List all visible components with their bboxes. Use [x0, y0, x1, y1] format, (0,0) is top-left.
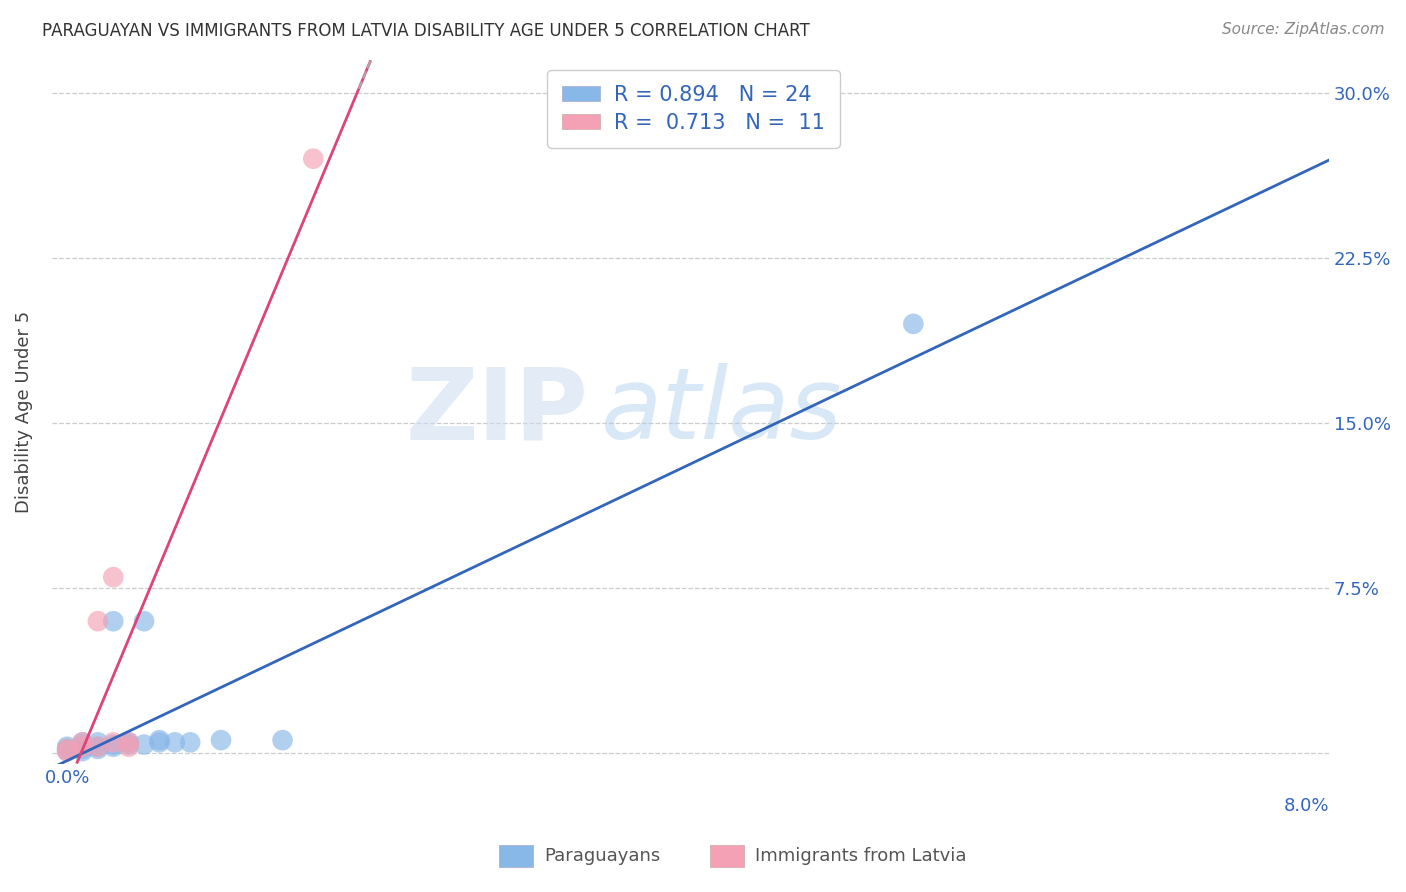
- Point: [103, 739, 125, 754]
- Text: ZIP: ZIP: [405, 363, 588, 460]
- Point: [87, 735, 110, 749]
- Point: [56, 739, 79, 754]
- Point: [103, 570, 125, 584]
- Point: [56, 742, 79, 756]
- Point: [72, 744, 94, 758]
- Point: [903, 317, 925, 331]
- Text: Immigrants from Latvia: Immigrants from Latvia: [755, 847, 966, 865]
- Point: [103, 738, 125, 752]
- Point: [118, 735, 141, 749]
- Point: [87, 742, 110, 756]
- Legend: R = 0.894   N = 24, R =  0.713   N =  11: R = 0.894 N = 24, R = 0.713 N = 11: [547, 70, 839, 147]
- Point: [56, 742, 79, 756]
- Point: [118, 738, 141, 752]
- Point: [87, 614, 110, 628]
- Y-axis label: Disability Age Under 5: Disability Age Under 5: [15, 310, 32, 513]
- Point: [132, 614, 155, 628]
- Text: atlas: atlas: [600, 363, 842, 460]
- Point: [103, 614, 125, 628]
- Point: [56, 744, 79, 758]
- Point: [148, 733, 170, 747]
- Text: 8.0%: 8.0%: [1284, 797, 1329, 815]
- Point: [72, 735, 94, 749]
- Text: Paraguayans: Paraguayans: [544, 847, 661, 865]
- Text: PARAGUAYAN VS IMMIGRANTS FROM LATVIA DISABILITY AGE UNDER 5 CORRELATION CHART: PARAGUAYAN VS IMMIGRANTS FROM LATVIA DIS…: [42, 22, 810, 40]
- Point: [56, 744, 79, 758]
- Point: [72, 739, 94, 754]
- Point: [72, 742, 94, 756]
- Point: [271, 733, 294, 747]
- Point: [132, 738, 155, 752]
- Point: [103, 735, 125, 749]
- Point: [118, 739, 141, 754]
- Point: [87, 739, 110, 754]
- Point: [72, 738, 94, 752]
- Point: [87, 739, 110, 754]
- Point: [209, 733, 232, 747]
- Point: [179, 735, 201, 749]
- Point: [163, 735, 186, 749]
- Point: [148, 735, 170, 749]
- Point: [302, 152, 325, 166]
- Point: [118, 735, 141, 749]
- Text: Source: ZipAtlas.com: Source: ZipAtlas.com: [1222, 22, 1385, 37]
- Point: [72, 735, 94, 749]
